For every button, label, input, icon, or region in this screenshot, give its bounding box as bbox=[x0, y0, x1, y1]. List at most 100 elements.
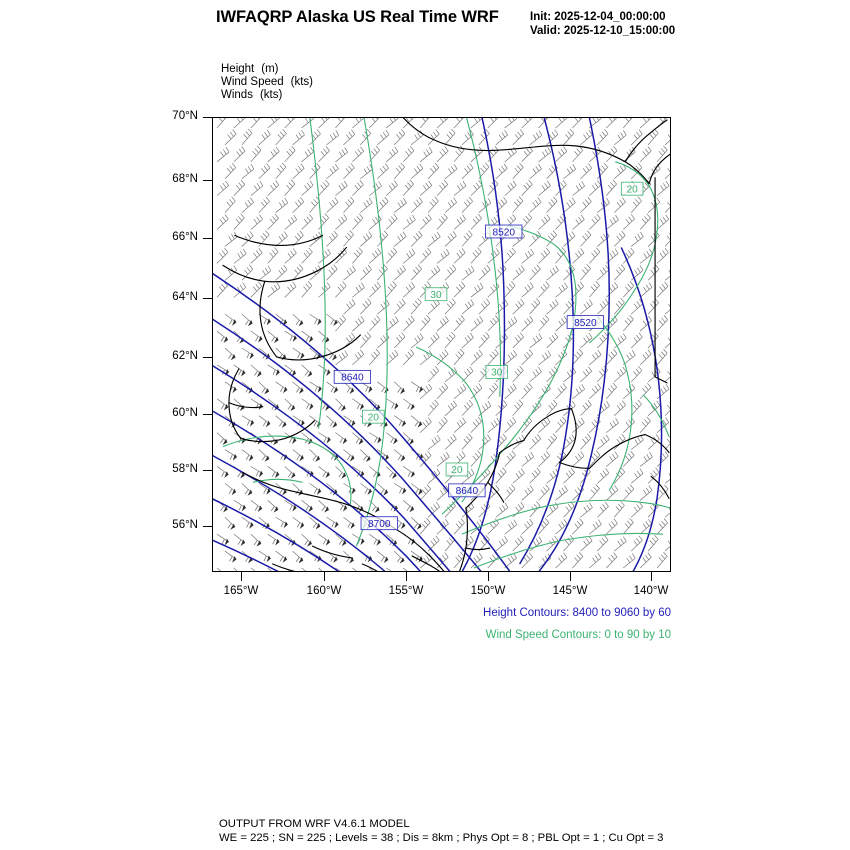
wind-barb bbox=[216, 247, 229, 264]
wind-barb bbox=[359, 298, 372, 315]
wind-barb bbox=[572, 450, 585, 468]
wind-barb bbox=[545, 196, 558, 213]
wind-barb bbox=[368, 398, 381, 412]
wind-barb bbox=[580, 399, 592, 417]
field-legend-name: Winds bbox=[221, 89, 253, 102]
field-legend-row: Height (m) bbox=[221, 63, 313, 76]
wind-barb bbox=[402, 567, 415, 571]
wind-barb bbox=[605, 484, 619, 502]
wind-barb bbox=[266, 499, 280, 514]
wind-barb bbox=[343, 332, 356, 349]
wind-barb bbox=[436, 315, 450, 332]
wind-barb bbox=[402, 145, 415, 163]
wind-barb bbox=[274, 128, 288, 146]
wind-barb bbox=[646, 534, 660, 552]
lon-tick bbox=[651, 572, 652, 581]
wind-barb bbox=[605, 179, 618, 197]
wind-barb bbox=[511, 365, 524, 383]
wind-barb bbox=[470, 281, 484, 299]
wind-barb bbox=[630, 230, 645, 249]
wind-barb bbox=[453, 416, 467, 434]
wind-barb bbox=[664, 298, 670, 316]
contour-label-box bbox=[620, 181, 644, 196]
model-output-footer: OUTPUT FROM WRF V4.6.1 MODEL WE = 225 ; … bbox=[219, 818, 663, 845]
wind-barb bbox=[503, 280, 517, 298]
wind-barb bbox=[250, 179, 264, 198]
lon-axis-label: 145°W bbox=[552, 585, 588, 597]
wind-barb bbox=[587, 483, 601, 501]
wind-barb bbox=[352, 281, 366, 299]
wind-barb bbox=[368, 281, 381, 298]
wind-speed-contour-lines bbox=[222, 118, 670, 569]
wind-barb bbox=[283, 179, 296, 197]
wind-barb bbox=[647, 467, 660, 484]
wind-barb bbox=[402, 247, 416, 265]
wind-barb bbox=[453, 383, 467, 401]
wind-barb bbox=[385, 396, 400, 412]
wind-barb bbox=[478, 264, 491, 282]
wind-barb bbox=[385, 349, 399, 367]
wind-barb bbox=[216, 213, 229, 231]
wind-barb bbox=[453, 314, 466, 332]
wind-barb bbox=[224, 550, 238, 564]
wind-barb bbox=[622, 484, 635, 501]
wind-barb bbox=[546, 264, 560, 282]
wind-barb bbox=[385, 315, 400, 333]
wind-barb bbox=[224, 129, 237, 146]
wind-barb bbox=[384, 465, 398, 480]
weather-map[interactable]: 8520 8520 8640 8640 8700 20 30 30 20 20 bbox=[212, 117, 671, 572]
wind-barb bbox=[461, 264, 476, 282]
wind-barb bbox=[215, 118, 229, 129]
wind-barb bbox=[655, 348, 669, 366]
wind-barb bbox=[580, 162, 593, 180]
wind-barb bbox=[385, 431, 399, 446]
wind-barb bbox=[376, 482, 389, 497]
wind-barb bbox=[613, 162, 627, 180]
wind-barb bbox=[368, 430, 383, 445]
wind-barb bbox=[664, 501, 670, 519]
wind-barb bbox=[453, 247, 466, 265]
wind-barb bbox=[562, 534, 575, 552]
wind-barb bbox=[563, 163, 577, 181]
field-legend-row: Wind Speed (kts) bbox=[221, 76, 313, 89]
wind-barb bbox=[250, 397, 264, 412]
height-contour-legend: Height Contours: 8400 to 9060 by 60 bbox=[483, 607, 671, 619]
wind-barb bbox=[375, 263, 389, 281]
wind-barb bbox=[249, 533, 263, 548]
wind-barb bbox=[300, 280, 313, 298]
field-legend-name: Wind Speed bbox=[221, 76, 284, 89]
wind-barb bbox=[258, 129, 271, 146]
wind-barb bbox=[521, 349, 533, 366]
wind-barb bbox=[470, 382, 483, 400]
wind-barb bbox=[224, 482, 237, 496]
wind-barb bbox=[563, 366, 577, 384]
lon-tick bbox=[241, 572, 242, 581]
wind-barb bbox=[342, 516, 356, 530]
wind-barb bbox=[528, 297, 541, 315]
wind-barb bbox=[249, 145, 263, 163]
wind-barb bbox=[350, 246, 364, 264]
wind-barb bbox=[436, 484, 450, 502]
wind-barb bbox=[393, 230, 407, 248]
wind-barb bbox=[444, 230, 457, 248]
wind-barb bbox=[580, 129, 593, 146]
wind-barb bbox=[478, 298, 491, 315]
wind-barb bbox=[613, 129, 628, 147]
wind-barb bbox=[656, 314, 669, 332]
contour-label-value: 8520 bbox=[492, 227, 515, 238]
wind-barb bbox=[300, 432, 314, 446]
wind-barb bbox=[326, 230, 339, 247]
wind-barb bbox=[343, 129, 356, 146]
field-legend-name: Height bbox=[221, 63, 255, 75]
contour-label-box bbox=[485, 224, 523, 239]
wind-barb bbox=[504, 315, 518, 333]
wind-barb bbox=[275, 264, 288, 282]
wind-barb bbox=[334, 465, 347, 480]
field-legend-unit: (kts) bbox=[290, 76, 314, 89]
lat-axis-label: 64°N bbox=[172, 291, 198, 303]
wind-barb bbox=[410, 230, 423, 247]
wind-barb bbox=[656, 247, 669, 265]
wind-barb bbox=[538, 146, 552, 164]
coastline-layer bbox=[222, 118, 670, 571]
wind-barb bbox=[460, 230, 474, 247]
